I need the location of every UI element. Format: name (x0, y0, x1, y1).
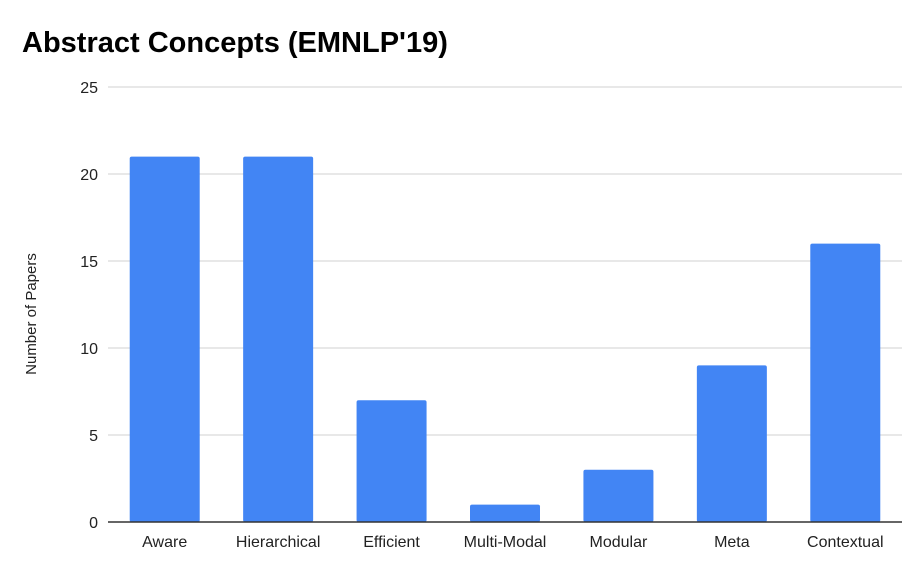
x-tick-label: Efficient (363, 534, 420, 551)
y-tick-label: 20 (80, 167, 98, 184)
bar-hierarchical (243, 156, 314, 522)
chart-title: Abstract Concepts (EMNLP'19) (22, 27, 448, 59)
x-tick-label: Hierarchical (236, 534, 320, 551)
x-tick-label: Meta (714, 534, 750, 551)
y-tick-labels: 0 5 10 15 20 25 (80, 80, 98, 532)
bar-multi-modal (470, 504, 540, 522)
y-tick-label: 10 (80, 341, 98, 358)
bar-modular (583, 469, 654, 522)
y-tick-label: 5 (89, 428, 98, 445)
bar-efficient (356, 400, 427, 522)
y-axis-title: Number of Papers (23, 253, 40, 375)
bars (129, 156, 881, 522)
bar-contextual (810, 243, 881, 522)
x-tick-label: Aware (142, 534, 187, 551)
bar-aware (129, 156, 200, 522)
grid-lines (108, 86, 902, 436)
bar-meta (696, 365, 767, 522)
x-tick-label: Modular (590, 534, 648, 551)
y-tick-label: 15 (80, 254, 98, 271)
y-tick-label: 0 (89, 515, 98, 532)
y-tick-label: 25 (80, 80, 98, 97)
x-tick-labels: Aware Hierarchical Efficient Multi-Modal Mod… (142, 534, 883, 551)
x-tick-label: Contextual (807, 534, 884, 551)
x-tick-label: Multi-Modal (464, 534, 547, 551)
